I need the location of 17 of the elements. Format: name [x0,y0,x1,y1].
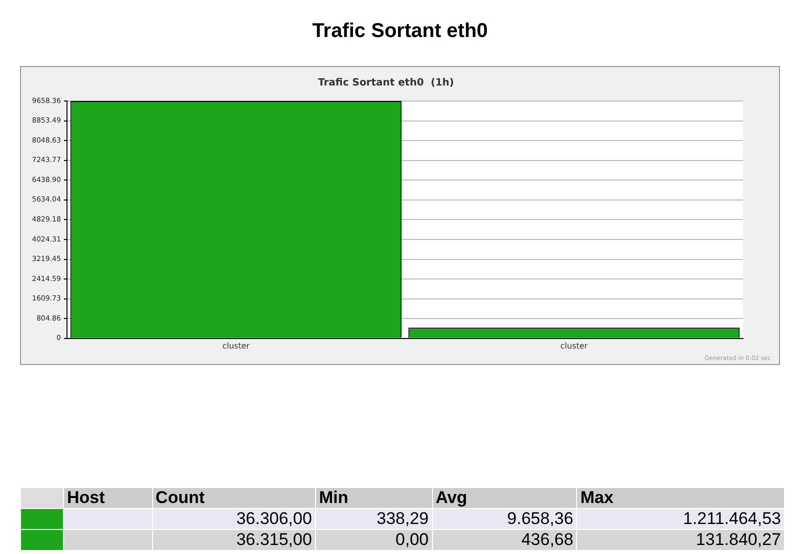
x-tick-label: cluster [560,341,588,350]
text: Min [315,488,432,508]
text: 436,68 [432,530,577,550]
chart-subtitle: Trafic Sortant eth0 (1h) [318,78,454,89]
chart-title: Trafic Sortant eth0 [311,20,489,43]
text: Avg [432,488,577,508]
text: 0,00 [315,530,432,550]
text: 131.840,27 [576,530,784,550]
text: 338,29 [315,508,432,530]
text: Max [576,488,784,508]
x-tick-label: cluster [222,341,250,350]
text: 36.306,00 [152,508,316,530]
text: 36.315,00 [152,530,316,550]
text: 9.658,36 [432,508,577,530]
text: 1.211.464,53 [576,508,784,530]
text: Count [152,488,316,508]
text: Host [64,488,152,508]
